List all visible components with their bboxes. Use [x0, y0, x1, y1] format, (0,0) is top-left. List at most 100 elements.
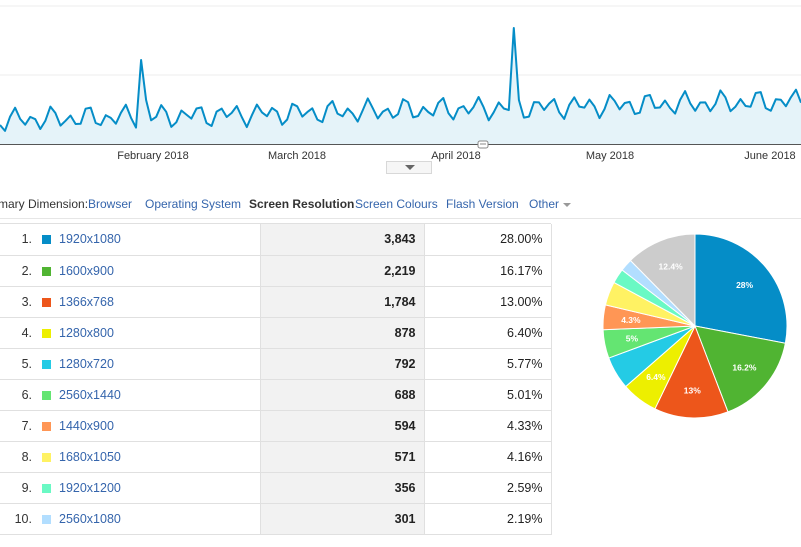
pie-svg: 28% 16.2% 13% 6.4% 5% 4.3% 12.4%: [602, 233, 788, 419]
divider: [0, 218, 801, 219]
primary-dimension-bar: mary Dimension: Browser Operating System…: [0, 188, 801, 218]
pie-slice[interactable]: [654, 324, 729, 419]
resolution-link[interactable]: 2560x1440: [59, 387, 121, 402]
sessions-timeline-chart[interactable]: February 2018 March 2018 April 2018 May …: [0, 0, 801, 166]
dimension-browser[interactable]: Browser: [88, 197, 133, 211]
series-color-swatch: [42, 421, 51, 431]
series-color-swatch: [42, 235, 51, 245]
pie-slice-label: 4.3%: [621, 315, 641, 325]
timeline-svg: February 2018 March 2018 April 2018 May …: [0, 5, 801, 162]
dimension-flash-version[interactable]: Flash Version: [446, 197, 519, 211]
series-color-swatch: [42, 328, 51, 338]
table-row[interactable]: 7. 1440x900 594 4.33%: [0, 410, 552, 442]
resolution-cell: 1440x900: [38, 410, 261, 442]
month-label-feb: February 2018: [117, 150, 189, 162]
sessions-value: 792: [260, 348, 425, 380]
resolution-link[interactable]: 1920x1200: [59, 480, 121, 495]
resolution-cell: 1680x1050: [38, 441, 261, 473]
percent-value: 2.19%: [424, 503, 552, 535]
resolution-link[interactable]: 1920x1080: [59, 232, 121, 247]
chart-collapse-toggle[interactable]: [386, 161, 432, 174]
sessions-value: 3,843: [260, 224, 425, 256]
month-label-apr: April 2018: [431, 150, 481, 162]
row-index: 3.: [0, 286, 38, 318]
pie-slice[interactable]: [629, 233, 696, 328]
resolution-link[interactable]: 2560x1080: [59, 511, 121, 526]
dimension-other-label: Other: [529, 197, 560, 211]
table-row[interactable]: 9. 1920x1200 356 2.59%: [0, 472, 552, 504]
row-index: 9.: [0, 472, 38, 504]
pie-slice-label: 28%: [736, 280, 753, 290]
sessions-value: 688: [260, 379, 425, 411]
pie-slice-label: 12.4%: [659, 261, 684, 271]
table-row[interactable]: 6. 2560x1440 688 5.01%: [0, 379, 552, 411]
percent-value: 4.33%: [424, 410, 552, 442]
dimension-other-dropdown[interactable]: Other: [529, 197, 572, 211]
resolution-cell: 1920x1200: [38, 472, 261, 504]
row-index: 1.: [0, 224, 38, 256]
sessions-value: 356: [260, 472, 425, 504]
series-color-swatch: [42, 452, 51, 462]
pie-slice-label: 16.2%: [732, 362, 757, 372]
pie-slice-label: 6.4%: [646, 372, 666, 382]
timeline-line: [0, 27, 801, 132]
month-label-may: May 2018: [586, 150, 634, 162]
table-row[interactable]: 1. 1920x1080 3,843 28.00%: [0, 224, 552, 256]
resolution-cell: 1920x1080: [38, 224, 261, 256]
table-row[interactable]: 8. 1680x1050 571 4.16%: [0, 441, 552, 473]
series-color-swatch: [42, 483, 51, 493]
row-index: 7.: [0, 410, 38, 442]
resolution-cell: 2560x1440: [38, 379, 261, 411]
series-color-swatch: [42, 359, 51, 369]
pie-slice[interactable]: [694, 233, 788, 344]
table-row[interactable]: 10. 2560x1080 301 2.19%: [0, 503, 552, 535]
resolution-link[interactable]: 1680x1050: [59, 449, 121, 464]
sessions-value: 571: [260, 441, 425, 473]
dimension-screen-colours[interactable]: Screen Colours: [355, 197, 438, 211]
table-row[interactable]: 4. 1280x800 878 6.40%: [0, 317, 552, 349]
resolution-cell: 2560x1080: [38, 503, 261, 535]
percent-value: 28.00%: [424, 224, 552, 256]
row-index: 2.: [0, 255, 38, 287]
percent-value: 13.00%: [424, 286, 552, 318]
row-index: 8.: [0, 441, 38, 473]
resolution-table-body: 1. 1920x1080 3,843 28.00% 2. 1600x900 2,219 16.…: [0, 224, 552, 535]
pie-slice-label: 13%: [684, 385, 701, 395]
series-color-swatch: [42, 390, 51, 400]
table-row[interactable]: 5. 1280x720 792 5.77%: [0, 348, 552, 380]
row-index: 10.: [0, 503, 38, 535]
table-row[interactable]: 3. 1366x768 1,784 13.00%: [0, 286, 552, 318]
percent-value: 6.40%: [424, 317, 552, 349]
chevron-down-icon: [563, 202, 572, 207]
percent-value: 16.17%: [424, 255, 552, 287]
divider: [0, 223, 551, 224]
pie-slice[interactable]: [694, 325, 786, 413]
timeline-area: [0, 28, 801, 144]
resolution-cell: 1600x900: [38, 255, 261, 287]
resolution-cell: 1280x800: [38, 317, 261, 349]
dimension-operating-system[interactable]: Operating System: [145, 197, 242, 211]
resolution-pie-chart[interactable]: 28% 16.2% 13% 6.4% 5% 4.3% 12.4%: [595, 230, 795, 430]
percent-value: 2.59%: [424, 472, 552, 504]
sessions-value: 301: [260, 503, 425, 535]
row-index: 5.: [0, 348, 38, 380]
annotation-marker[interactable]: [477, 140, 489, 149]
resolution-link[interactable]: 1366x768: [59, 294, 114, 309]
resolution-cell: 1280x720: [38, 348, 261, 380]
sessions-value: 1,784: [260, 286, 425, 318]
resolution-link[interactable]: 1280x800: [59, 325, 114, 340]
row-index: 6.: [0, 379, 38, 411]
resolution-cell: 1366x768: [38, 286, 261, 318]
resolution-link[interactable]: 1600x900: [59, 263, 114, 278]
table-row[interactable]: 2. 1600x900 2,219 16.17%: [0, 255, 552, 287]
month-label-mar: March 2018: [268, 150, 326, 162]
sessions-value: 2,219: [260, 255, 425, 287]
row-index: 4.: [0, 317, 38, 349]
resolution-link[interactable]: 1440x900: [59, 418, 114, 433]
percent-value: 4.16%: [424, 441, 552, 473]
resolution-link[interactable]: 1280x720: [59, 356, 114, 371]
series-color-swatch: [42, 514, 51, 524]
primary-dimension-label: mary Dimension:: [0, 197, 89, 211]
dimension-screen-resolution[interactable]: Screen Resolution: [249, 197, 355, 211]
resolution-table: 1. 1920x1080 3,843 28.00% 2. 1600x900 2,219 16.…: [0, 224, 552, 535]
